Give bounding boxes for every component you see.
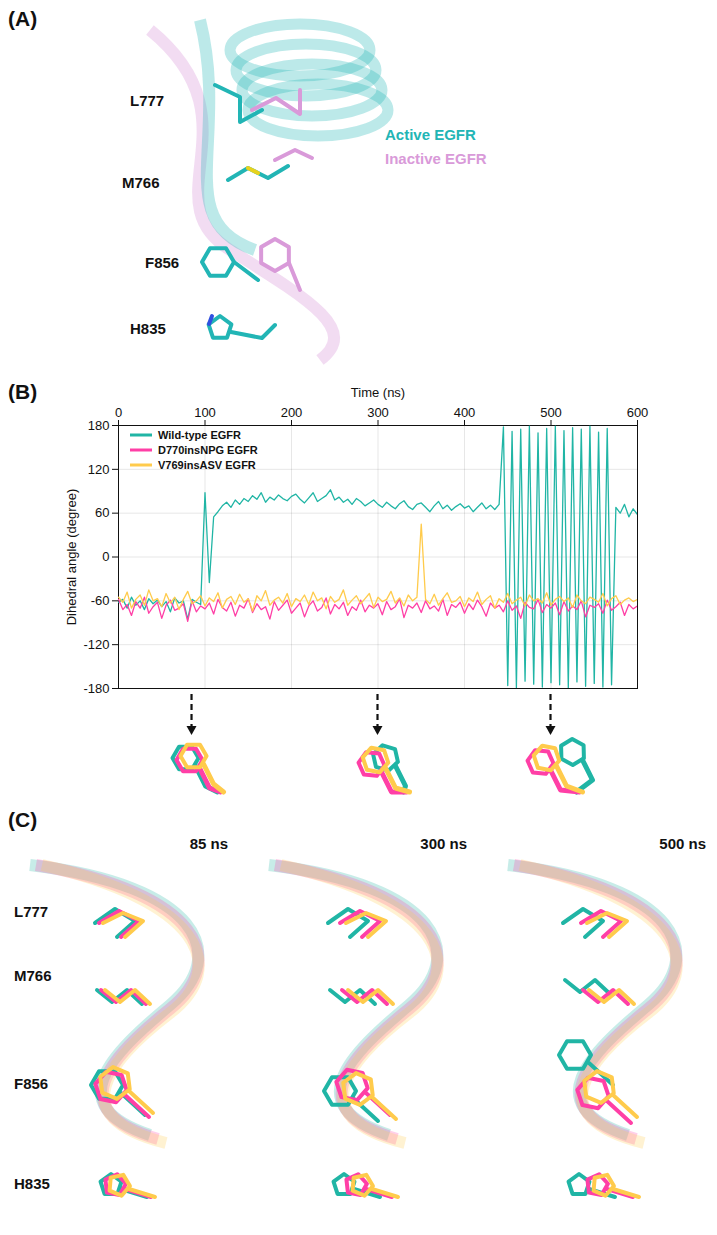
svg-text:V769insASV EGFR: V769insASV EGFR bbox=[158, 459, 256, 471]
svg-text:500: 500 bbox=[540, 405, 562, 420]
svg-text:D770insNPG EGFR: D770insNPG EGFR bbox=[158, 444, 258, 456]
svg-text:Active EGFR: Active EGFR bbox=[385, 126, 476, 143]
svg-text:-60: -60 bbox=[91, 593, 110, 608]
svg-text:85 ns: 85 ns bbox=[190, 835, 228, 852]
svg-text:(A): (A) bbox=[8, 7, 37, 30]
svg-text:H835: H835 bbox=[130, 320, 166, 337]
svg-text:0: 0 bbox=[102, 549, 109, 564]
svg-text:M766: M766 bbox=[122, 174, 160, 191]
svg-text:H835: H835 bbox=[14, 1175, 50, 1192]
svg-text:F856: F856 bbox=[145, 254, 179, 271]
svg-text:-180: -180 bbox=[83, 681, 109, 696]
svg-text:Wild-type EGFR: Wild-type EGFR bbox=[158, 429, 241, 441]
svg-text:120: 120 bbox=[88, 461, 110, 476]
svg-text:(B): (B) bbox=[8, 380, 37, 403]
svg-text:60: 60 bbox=[95, 505, 109, 520]
svg-text:300: 300 bbox=[367, 405, 389, 420]
svg-text:-120: -120 bbox=[83, 637, 109, 652]
svg-text:300 ns: 300 ns bbox=[420, 835, 467, 852]
svg-text:L777: L777 bbox=[14, 903, 48, 920]
svg-text:Dihedral angle (degree): Dihedral angle (degree) bbox=[64, 489, 79, 626]
svg-text:180: 180 bbox=[88, 418, 110, 433]
svg-text:0: 0 bbox=[115, 405, 122, 420]
svg-text:200: 200 bbox=[281, 405, 303, 420]
svg-text:100: 100 bbox=[194, 405, 216, 420]
svg-text:400: 400 bbox=[454, 405, 476, 420]
svg-text:Time (ns): Time (ns) bbox=[351, 385, 405, 400]
svg-text:(C): (C) bbox=[8, 808, 37, 831]
svg-text:600: 600 bbox=[627, 405, 649, 420]
svg-text:F856: F856 bbox=[14, 1075, 48, 1092]
svg-text:M766: M766 bbox=[14, 967, 52, 984]
svg-text:L777: L777 bbox=[130, 92, 164, 109]
svg-text:Inactive EGFR: Inactive EGFR bbox=[385, 150, 487, 167]
svg-text:500 ns: 500 ns bbox=[659, 835, 706, 852]
